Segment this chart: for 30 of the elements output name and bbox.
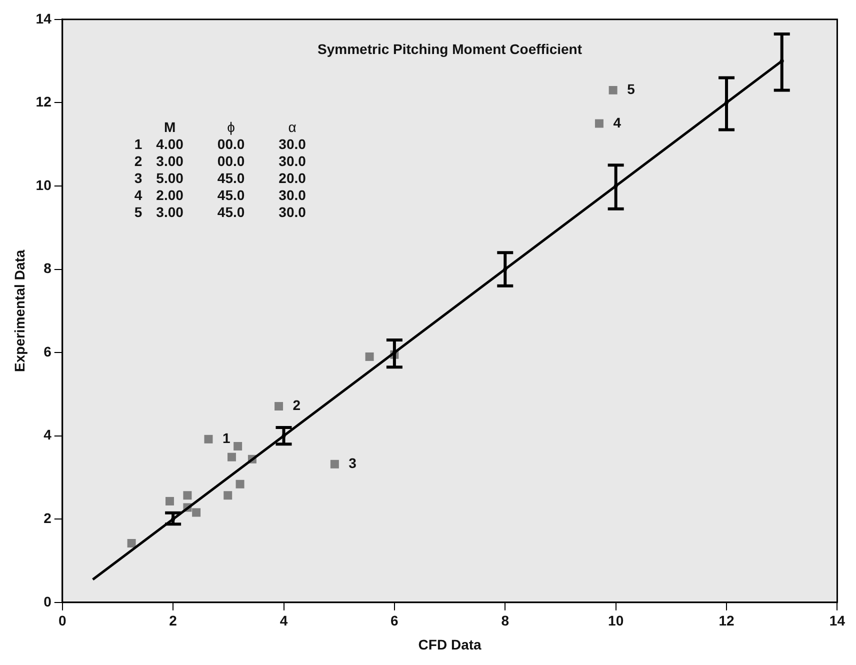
y-tick-label: 6 (44, 343, 52, 360)
text: 2 3.00 00.0 30.0 (134, 153, 306, 170)
text: 5 3.00 45.0 30.0 (134, 204, 306, 220)
x-axis-title: CFD Data (418, 636, 482, 652)
y-tick-label: 8 (44, 260, 52, 276)
y-tick-label: 0 (44, 593, 52, 610)
y-tick-label: 14 (36, 10, 52, 26)
annotation: 4 (613, 114, 622, 130)
annotation: 1 (222, 430, 230, 446)
annotation: 5 (627, 81, 636, 98)
x-tick-label: 0 (58, 612, 66, 629)
text: 3 5.00 45.0 20.0 (134, 170, 306, 186)
x-tick-label: 8 (501, 612, 510, 629)
x-tick-label: 10 (608, 612, 624, 629)
y-tick-label: 12 (36, 94, 52, 110)
text: 1 4.00 00.0 30.0 (134, 136, 306, 152)
y-axis-title: Experimental Data (11, 250, 28, 372)
annotation: 2 (292, 397, 301, 414)
y-tick-label: 10 (36, 176, 52, 193)
x-tick-label: 2 (169, 612, 178, 629)
annotation: 3 (348, 455, 357, 472)
y-tick-label: 4 (44, 426, 52, 443)
x-tick-label: 6 (390, 612, 399, 629)
x-tick-label: 14 (829, 612, 846, 629)
y-tick-label: 2 (44, 510, 52, 526)
text: M ϕ α (164, 119, 296, 136)
x-tick-label: 4 (280, 612, 288, 629)
text: Symmetric Pitching Moment Coefficient (316, 41, 584, 58)
x-tick-label: 12 (718, 612, 735, 629)
text: 4 2.00 45.0 30.0 (134, 187, 306, 204)
